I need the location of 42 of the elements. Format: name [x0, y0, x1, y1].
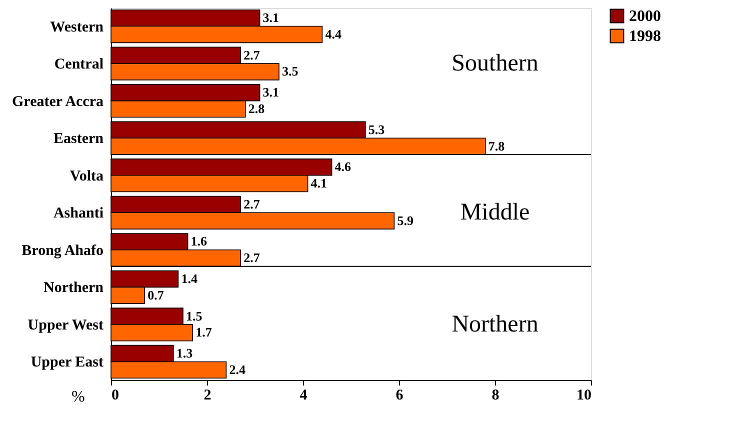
data-label: 0.7 — [148, 287, 164, 302]
y-tick-label: Eastern — [54, 131, 104, 148]
x-tick-label: 2 — [204, 388, 212, 404]
data-label: 1.6 — [190, 234, 208, 249]
y-tick-label: Greater Accra — [12, 94, 104, 110]
x-tick-label: 6 — [396, 388, 404, 404]
data-label: 5.9 — [397, 212, 414, 228]
legend-label: 2000 — [629, 8, 661, 25]
data-label: 3.1 — [262, 10, 280, 26]
data-label: 4.6 — [334, 159, 352, 174]
data-label: 1.5 — [186, 308, 203, 324]
data-label: 4.4 — [325, 26, 342, 42]
data-label: 2.7 — [244, 250, 260, 266]
data-label: 2.8 — [248, 101, 266, 116]
data-label: 2.4 — [229, 362, 246, 377]
data-label: 1.4 — [181, 270, 198, 286]
y-tick-label: Upper East — [30, 354, 104, 371]
y-tick-label: Upper West — [28, 317, 104, 334]
data-label: 2.7 — [244, 196, 260, 212]
annotation: Southern — [452, 50, 538, 77]
data-label: 5.3 — [368, 122, 386, 137]
x-tick-label: 4 — [300, 388, 308, 404]
data-label: 1.7 — [196, 324, 212, 340]
data-label: 3.1 — [262, 84, 280, 100]
y-tick-label: Brong Ahafo — [22, 242, 104, 259]
data-label: 1.3 — [176, 346, 194, 361]
data-label: 3.5 — [282, 64, 299, 79]
annotation: Middle — [460, 200, 530, 226]
y-tick-label: Central — [54, 56, 104, 73]
data-label: 4.1 — [310, 176, 328, 191]
y-tick-label: Ashanti — [53, 206, 104, 222]
data-label: 7.8 — [488, 138, 506, 154]
legend-label: 1998 — [629, 28, 661, 45]
x-axis-title: % — [72, 388, 85, 406]
annotation: Northern — [452, 311, 538, 338]
data-label: 2.7 — [244, 47, 260, 62]
x-tick-label: 10 — [576, 388, 592, 404]
y-tick-label: Northern — [44, 280, 104, 296]
y-tick-label: Volta — [70, 168, 104, 184]
x-tick-label: 0 — [112, 388, 119, 404]
y-tick-label: Western — [50, 19, 104, 36]
x-tick-label: 8 — [492, 388, 500, 404]
